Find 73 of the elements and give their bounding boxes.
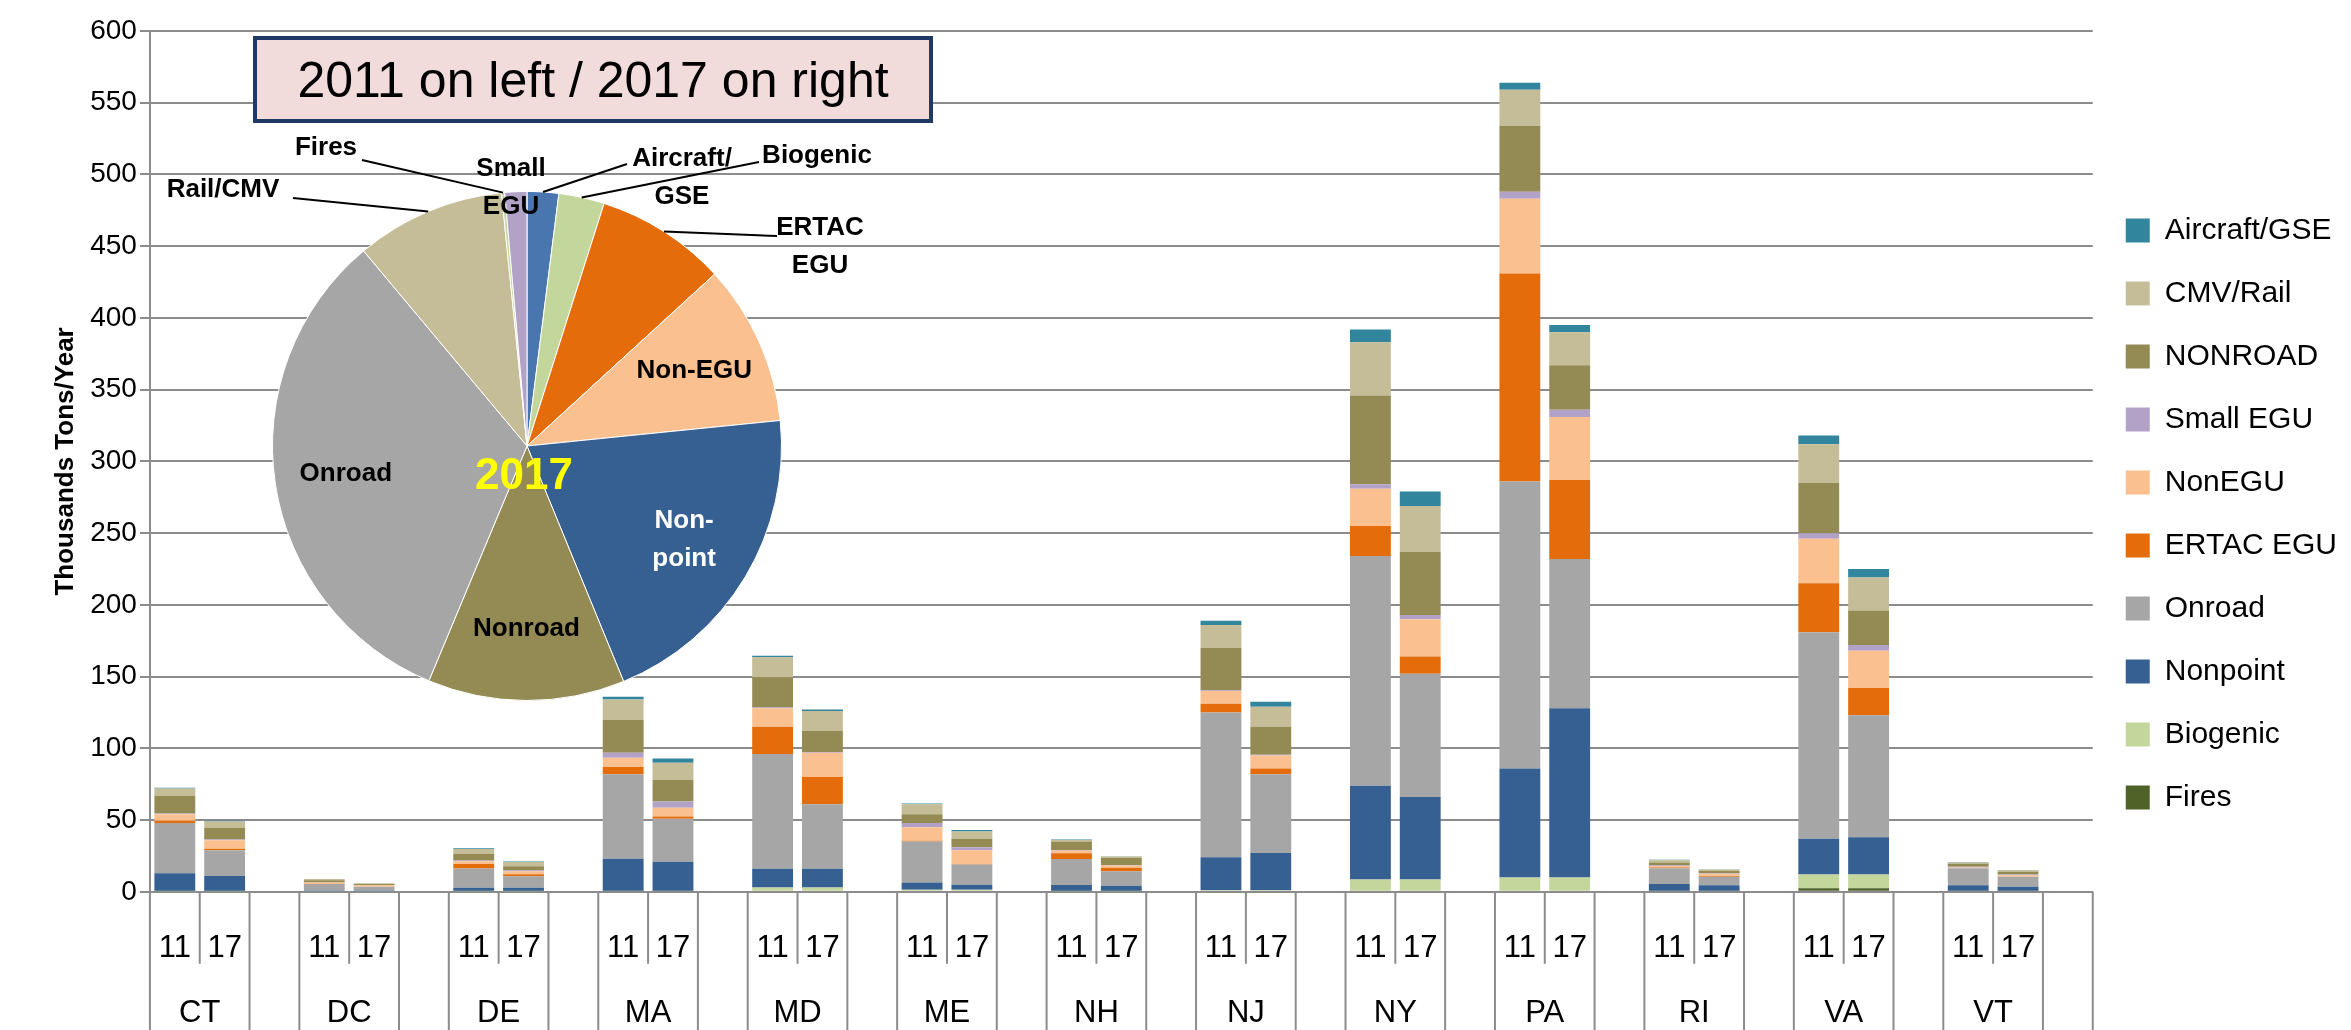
slice-label: Onroad (299, 456, 393, 487)
y-tick-label: 550 (90, 85, 137, 117)
text: ME (923, 994, 971, 1030)
slice-label: Rail/CMV (166, 173, 280, 204)
text: RI (1678, 994, 1710, 1030)
slice-label: Fires (294, 131, 358, 162)
x-tick-label: 11 (1802, 928, 1835, 964)
legend-label: Aircraft/GSE (2164, 211, 2332, 245)
text: NH (1074, 994, 1119, 1030)
legend-label: Fires (2164, 778, 2232, 812)
x-tick-label: 17 (1552, 928, 1587, 964)
x-tick-label: 17 (1253, 928, 1289, 964)
y-tick-label: 450 (90, 228, 137, 260)
y-tick-label: 200 (90, 587, 137, 619)
x-tick-label: 17 (2000, 928, 2036, 964)
text: NY (1373, 994, 1417, 1030)
x-tick-label: 11 (1503, 928, 1536, 964)
y-tick-label: 600 (90, 13, 137, 45)
slice-label: Non- point (652, 504, 717, 573)
y-tick-label: 350 (90, 372, 137, 404)
x-tick-label: 17 (207, 928, 242, 964)
legend-label: NONROAD (2164, 337, 2319, 371)
legend-label: NonEGU (2164, 463, 2285, 497)
y-tick-label: 500 (90, 157, 137, 189)
x-tick-label: 11 (457, 928, 490, 964)
y-tick-label: 400 (90, 300, 137, 332)
legend-label: Nonpoint (2164, 652, 2286, 686)
text: NJ (1226, 994, 1265, 1030)
y-axis-title: Thousands Tons/Year (48, 327, 79, 596)
slice-label: Biogenic (762, 139, 872, 170)
x-tick-label: 17 (506, 928, 541, 964)
x-tick-label: 17 (1402, 928, 1438, 964)
text: PA (1525, 994, 1565, 1030)
legend-label: ERTAC EGU (2164, 526, 2338, 560)
legend-label: Small EGU (2164, 400, 2314, 434)
y-tick-label: 150 (90, 659, 137, 691)
x-tick-label: 17 (1104, 928, 1139, 964)
y-tick-label: 100 (90, 731, 137, 763)
x-tick-label: 11 (756, 928, 789, 964)
x-tick-label: 17 (1701, 928, 1737, 964)
text: VA (1824, 994, 1864, 1030)
annotation: 2011 on left / 2017 on right (253, 36, 933, 123)
text: VT (1973, 994, 2013, 1030)
x-tick-label: 17 (954, 928, 990, 964)
x-tick-label: 11 (1204, 928, 1238, 964)
y-tick-label: 0 (121, 874, 137, 906)
legend-label: CMV/Rail (2164, 274, 2292, 308)
x-tick-label: 11 (1952, 928, 1985, 964)
x-tick-label: 17 (655, 928, 691, 964)
x-tick-label: 11 (308, 928, 341, 964)
text: DC (326, 994, 372, 1030)
x-tick-label: 11 (607, 928, 640, 964)
text: MD (773, 994, 822, 1030)
slice-label: Nonroad (472, 612, 580, 643)
text: DE (477, 994, 521, 1030)
y-tick-label: 300 (90, 444, 137, 476)
legend-label: Onroad (2164, 589, 2265, 623)
x-tick-label: 17 (1851, 928, 1886, 964)
x-tick-label: 11 (1653, 928, 1686, 964)
x-tick-label: 11 (905, 928, 939, 964)
x-tick-label: 11 (158, 928, 191, 964)
y-tick-label: 50 (105, 802, 137, 834)
x-tick-label: 17 (356, 928, 392, 964)
x-tick-label: 11 (1055, 928, 1088, 964)
x-tick-label: 17 (805, 928, 840, 964)
slice-label: Non-EGU (636, 354, 753, 385)
text: MA (624, 994, 672, 1030)
x-tick-label: 11 (1354, 928, 1387, 964)
y-tick-label: 250 (90, 515, 137, 547)
legend-label: Biogenic (2164, 715, 2280, 749)
slice-label: ERTAC EGU (776, 211, 865, 280)
slice-label: Aircraft/ GSE (632, 142, 732, 211)
text: CT (179, 994, 221, 1030)
